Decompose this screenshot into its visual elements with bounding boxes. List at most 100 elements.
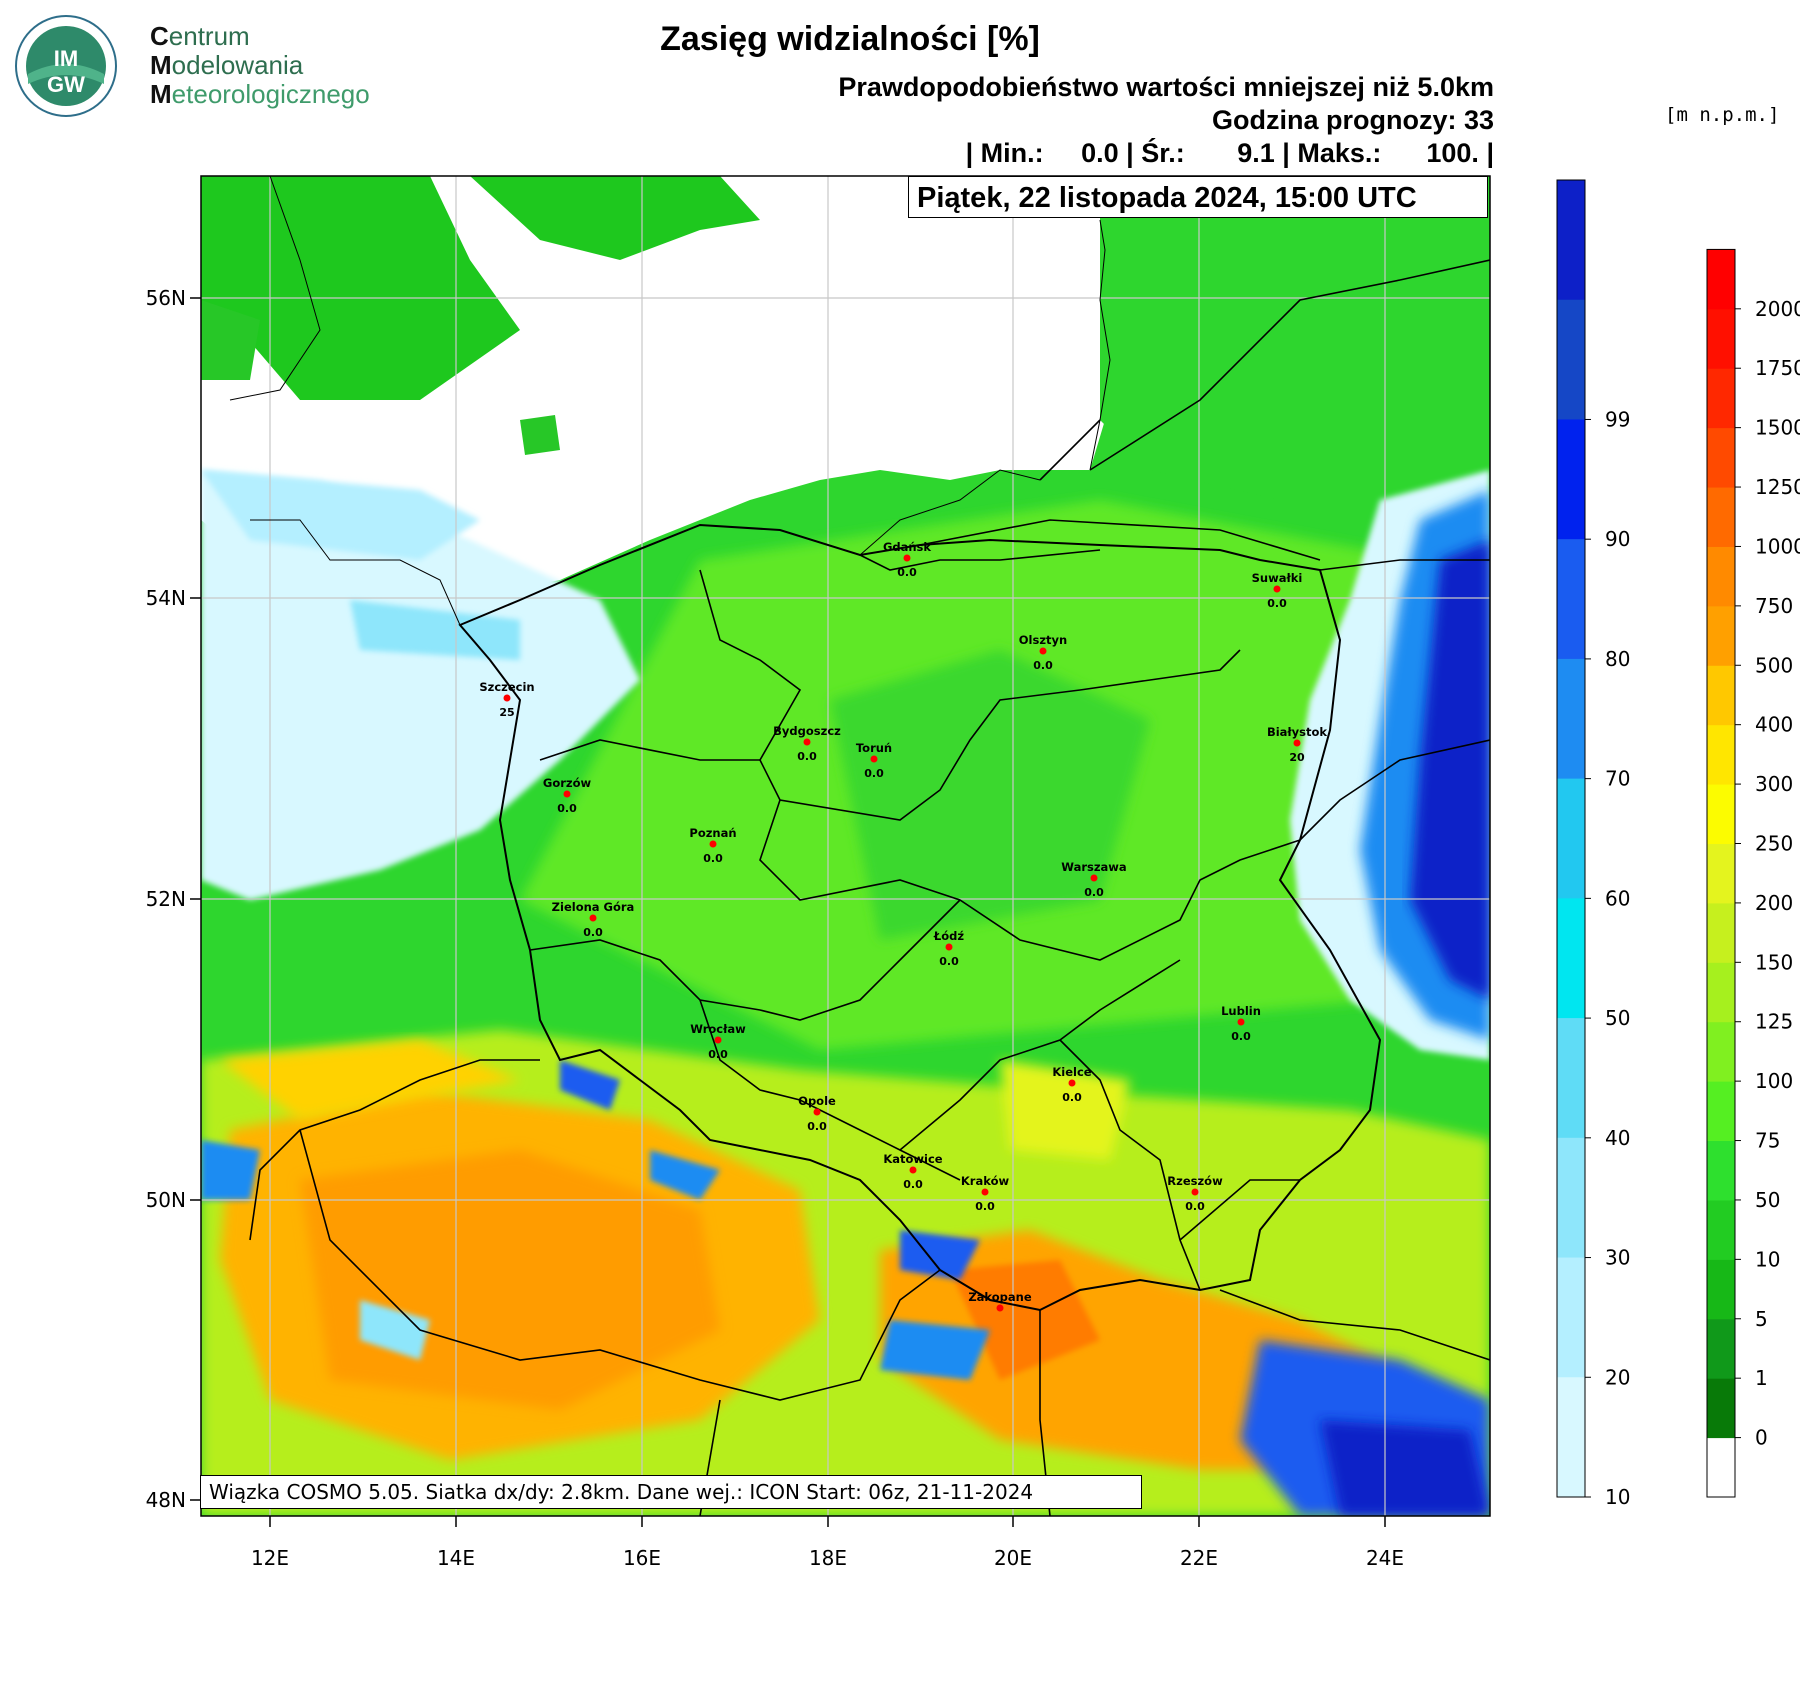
colorbar-segment — [1707, 962, 1735, 1023]
colorbar-segment — [1707, 1259, 1735, 1320]
colorbar-segment — [1707, 308, 1735, 369]
colorbar-label: 400 — [1755, 713, 1793, 737]
colorbar-segment — [1557, 539, 1585, 660]
city-marker: Kielce 0.0 — [1052, 1065, 1091, 1104]
organization-name: Centrum Modelowania Meteorologicznego — [150, 21, 370, 109]
city-value: 0.0 — [1062, 1091, 1082, 1104]
city-name: Bydgoszcz — [773, 724, 841, 738]
city-marker: Zakopane — [968, 1290, 1032, 1312]
lat-label: 52N — [146, 887, 186, 911]
colorbar-label: 30 — [1605, 1246, 1630, 1270]
colorbar-segment — [1557, 1018, 1585, 1139]
colorbar-label: 2000 — [1755, 297, 1800, 321]
forecast-hour: Godzina prognozy: 33 — [1211, 105, 1494, 135]
colorbar-segment — [1557, 299, 1585, 420]
colorbar-segment — [1707, 724, 1735, 785]
city-name: Szczecin — [479, 680, 534, 694]
colorbar-label: 20 — [1605, 1365, 1630, 1389]
city-marker: Zielona Góra 0.0 — [552, 900, 635, 939]
colorbar-frame — [1706, 248, 1736, 1498]
city-name: Wrocław — [690, 1022, 746, 1036]
city-marker: Łódź 0.0 — [933, 929, 965, 968]
elevation-unit-label: [m n.p.m.] — [1665, 104, 1780, 126]
city-marker: Toruń 0.0 — [856, 741, 892, 780]
city-name: Olsztyn — [1019, 633, 1067, 647]
colorbar-label: 150 — [1755, 950, 1793, 974]
colorbar-label: 0 — [1755, 1426, 1768, 1450]
city-marker: Opole 0.0 — [798, 1094, 836, 1133]
lon-label: 12E — [251, 1546, 289, 1570]
city-markers: Gdańsk 0.0 Suwałki 0.0 Olsztyn 0.0 Szczecin 25 B… — [479, 540, 1327, 1312]
city-name: Poznań — [689, 826, 736, 840]
city-name: Łódź — [933, 929, 965, 943]
city-value: 0.0 — [1033, 659, 1053, 672]
city-dot — [903, 554, 911, 562]
city-marker: Białystok 20 — [1267, 725, 1327, 764]
colorbar-segment — [1557, 1137, 1585, 1259]
colorbar-segment — [1557, 419, 1585, 540]
lon-label: 24E — [1366, 1546, 1404, 1570]
lat-label: 54N — [146, 586, 186, 610]
lon-label: 18E — [809, 1546, 847, 1570]
colorbar-segment — [1707, 1021, 1735, 1082]
city-dot — [1293, 739, 1301, 747]
imgw-logo: IM GW — [15, 15, 117, 117]
city-value: 20 — [1289, 751, 1305, 764]
city-marker: Wrocław 0.0 — [690, 1022, 746, 1061]
city-name: Gorzów — [543, 776, 592, 790]
lon-label: 20E — [994, 1546, 1032, 1570]
colorbar-segment — [1557, 1257, 1585, 1378]
city-value: 0.0 — [797, 750, 817, 763]
map-subtitle: Prawdopodobieństwo wartości mniejszej ni… — [838, 72, 1494, 102]
colorbar-label: 1000 — [1755, 534, 1800, 558]
colorbar-label: 1500 — [1755, 416, 1800, 440]
colorbar-segment — [1557, 658, 1585, 780]
colorbar-label: 300 — [1755, 772, 1793, 796]
colorbar-label: 50 — [1605, 1006, 1630, 1030]
colorbar-segment — [1557, 778, 1585, 899]
field-statistics: | Min.: 0.0 | Śr.: 9.1 | Maks.: 100. | — [965, 138, 1494, 168]
city-marker: Gdańsk 0.0 — [883, 540, 931, 579]
colorbar-segment — [1557, 898, 1585, 1019]
colorbar-segment — [1707, 368, 1735, 429]
city-marker: Szczecin 25 — [479, 680, 534, 719]
city-dot — [709, 840, 717, 848]
lat-label: 56N — [146, 286, 186, 310]
city-name: Rzeszów — [1167, 1174, 1223, 1188]
city-dot — [714, 1036, 722, 1044]
city-marker: Katowice 0.0 — [883, 1152, 942, 1191]
city-dot — [870, 755, 878, 763]
city-value: 0.0 — [1185, 1200, 1205, 1213]
city-dot — [803, 738, 811, 746]
city-dot — [981, 1188, 989, 1196]
lon-label: 16E — [623, 1546, 661, 1570]
city-marker: Poznań 0.0 — [689, 826, 736, 865]
colorbar-label: 50 — [1755, 1188, 1780, 1212]
colorbar-label: 500 — [1755, 653, 1793, 677]
city-dot — [945, 943, 953, 951]
city-value: 0.0 — [708, 1048, 728, 1061]
city-marker: Bydgoszcz 0.0 — [773, 724, 841, 763]
colorbar-segment — [1707, 784, 1735, 844]
lon-label: 14E — [437, 1546, 475, 1570]
probability-field — [201, 176, 1490, 1516]
city-value: 0.0 — [897, 566, 917, 579]
city-value: 0.0 — [864, 767, 884, 780]
city-value: 0.0 — [703, 852, 723, 865]
lat-label: 50N — [146, 1188, 186, 1212]
colorbar-segment — [1557, 180, 1585, 301]
colorbar-label: 250 — [1755, 832, 1793, 856]
city-name: Białystok — [1267, 725, 1327, 739]
forecast-date: Piątek, 22 listopada 2024, 15:00 UTC — [908, 176, 1488, 218]
city-value: 0.0 — [1267, 597, 1287, 610]
colorbar-segment — [1707, 249, 1735, 310]
city-dot — [1039, 647, 1047, 655]
city-dot — [813, 1108, 821, 1116]
city-name: Zakopane — [968, 1290, 1032, 1304]
lat-label: 48N — [146, 1488, 186, 1512]
colorbar-segment — [1707, 1378, 1735, 1439]
city-name: Kielce — [1052, 1065, 1091, 1079]
city-name: Toruń — [856, 741, 892, 755]
colorbar-label: 75 — [1755, 1129, 1780, 1153]
